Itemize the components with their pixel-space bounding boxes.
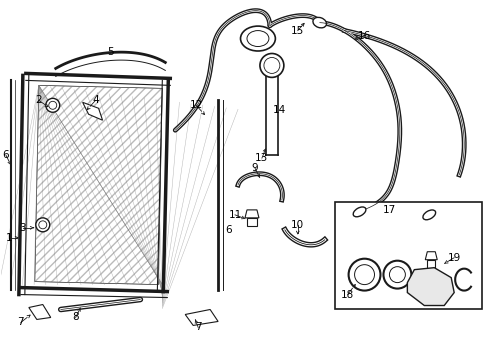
Text: 13: 13: [255, 153, 268, 163]
Circle shape: [348, 259, 380, 291]
Circle shape: [39, 221, 47, 229]
Polygon shape: [244, 210, 259, 218]
Text: 1: 1: [5, 233, 12, 243]
Polygon shape: [35, 85, 162, 285]
Circle shape: [383, 261, 410, 289]
Text: 7: 7: [195, 323, 201, 332]
Text: 15: 15: [290, 26, 304, 36]
Ellipse shape: [240, 26, 275, 51]
Circle shape: [388, 267, 405, 283]
Text: 12: 12: [189, 100, 203, 110]
Text: 9: 9: [251, 163, 258, 173]
Bar: [334, 202, 481, 310]
Text: 10: 10: [291, 220, 304, 230]
Polygon shape: [82, 102, 102, 120]
Polygon shape: [407, 268, 453, 306]
Circle shape: [354, 265, 374, 285]
Polygon shape: [425, 252, 436, 260]
Circle shape: [36, 218, 50, 232]
Bar: [246, 218, 256, 226]
Text: 4: 4: [92, 95, 99, 105]
Text: 18: 18: [340, 289, 353, 300]
Text: 3: 3: [20, 223, 26, 233]
Text: 2: 2: [36, 95, 42, 105]
Text: 11: 11: [228, 210, 241, 220]
Bar: [427, 260, 434, 270]
Circle shape: [264, 58, 279, 73]
Ellipse shape: [422, 210, 435, 220]
Ellipse shape: [352, 207, 365, 217]
Circle shape: [46, 98, 60, 112]
Polygon shape: [185, 310, 218, 325]
Ellipse shape: [312, 17, 326, 28]
Text: 7: 7: [18, 318, 24, 328]
Text: 5: 5: [107, 48, 114, 58]
Text: 14: 14: [273, 105, 286, 115]
Circle shape: [49, 101, 57, 109]
Text: 6: 6: [2, 150, 9, 160]
Text: 6: 6: [224, 225, 231, 235]
Ellipse shape: [246, 31, 268, 46]
Text: 17: 17: [382, 205, 395, 215]
Circle shape: [260, 54, 283, 77]
Text: 8: 8: [72, 312, 79, 323]
Polygon shape: [29, 305, 51, 319]
Text: 19: 19: [447, 253, 460, 263]
Text: 16: 16: [357, 31, 370, 41]
